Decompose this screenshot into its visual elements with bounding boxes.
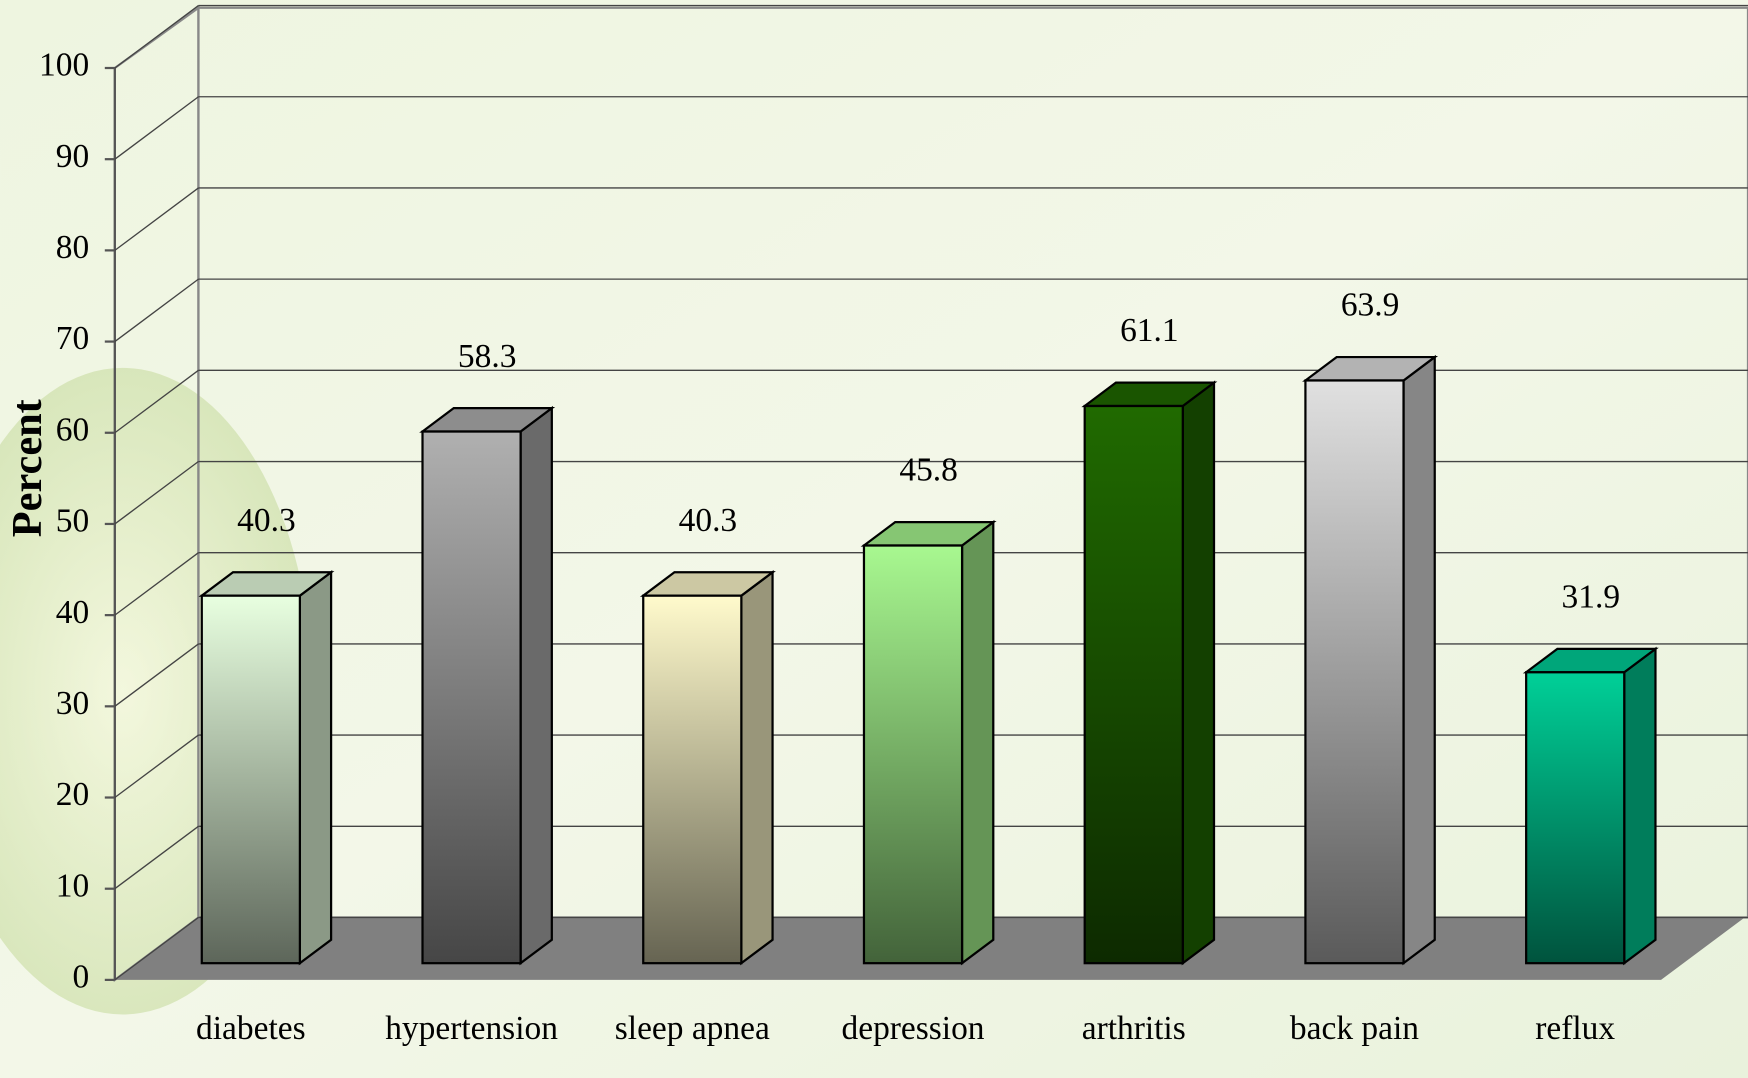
value-label: 61.1 [1120, 312, 1179, 349]
bar [1525, 671, 1626, 965]
grid-line [114, 96, 199, 160]
bar-side [1181, 380, 1216, 966]
y-axis-label: Percent [4, 399, 51, 537]
grid-line [114, 916, 199, 981]
y-tick-label: 0 [72, 959, 89, 996]
x-tick-label: back pain [1290, 1010, 1419, 1047]
x-tick-label: hypertension [385, 1010, 558, 1047]
y-tick-label: 40 [56, 594, 89, 631]
y-tick-label: 50 [56, 503, 89, 540]
value-label: 63.9 [1341, 287, 1400, 324]
bar [200, 594, 301, 965]
bar [862, 544, 964, 965]
y-tick-label: 30 [56, 685, 89, 722]
bar [1083, 404, 1184, 965]
bar [642, 594, 743, 965]
bar-side [1402, 354, 1436, 966]
grid-line [114, 369, 199, 434]
y-tick-label: 60 [56, 411, 89, 448]
y-tick-label: 20 [56, 776, 89, 813]
grid-line [114, 5, 199, 69]
grid-line [114, 552, 199, 616]
grid-line [114, 825, 199, 890]
value-label: 58.3 [458, 338, 517, 375]
value-label: 40.3 [679, 502, 738, 539]
value-label: 45.8 [899, 452, 958, 489]
y-tick-label: 80 [56, 229, 89, 266]
x-tick-label: depression [842, 1010, 985, 1047]
grid-line [114, 643, 199, 707]
bar [1304, 379, 1405, 965]
grid-line [114, 278, 199, 343]
value-label: 31.9 [1562, 578, 1621, 615]
grid-line [114, 734, 199, 799]
y-tick-label: 100 [39, 47, 89, 84]
grid-line [114, 460, 199, 525]
bar-side [740, 570, 774, 966]
bar [421, 430, 522, 965]
y-tick-label: 70 [56, 320, 89, 357]
bar-side [298, 570, 333, 966]
bar-side [519, 405, 553, 966]
bar-side [1623, 646, 1657, 966]
x-tick-label: diabetes [196, 1010, 306, 1047]
value-label: 40.3 [237, 502, 296, 539]
y-tick-label: 10 [56, 867, 89, 904]
x-tick-label: arthritis [1082, 1010, 1186, 1047]
grid-line [114, 187, 199, 251]
x-tick-label: sleep apnea [615, 1010, 770, 1047]
bar-side [960, 519, 995, 966]
y-tick-label: 90 [56, 138, 89, 175]
x-tick-label: reflux [1535, 1010, 1615, 1047]
